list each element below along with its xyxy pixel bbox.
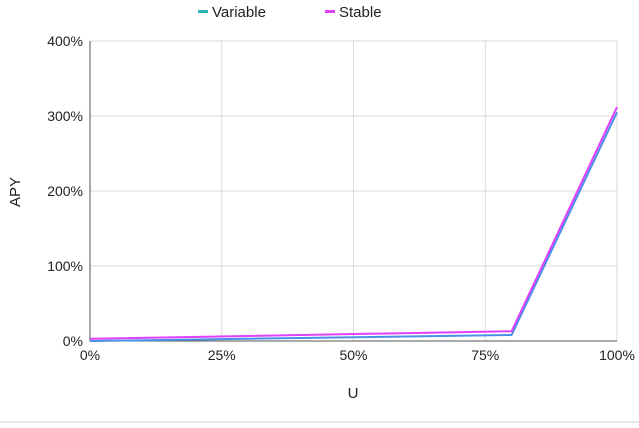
x-tick-label: 50% (339, 347, 367, 363)
x-tick-label: 100% (599, 347, 635, 363)
legend-label-stable: Stable (339, 4, 382, 21)
y-tick-label: 200% (47, 183, 83, 199)
y-tick-label: 300% (47, 108, 83, 124)
y-tick-label: 0% (63, 333, 83, 349)
tick-labels: 0% 100% 200% 300% 400% 0% 25% 50% 75% 100% (47, 33, 635, 363)
y-tick-label: 100% (47, 258, 83, 274)
legend-swatch-variable (198, 10, 208, 13)
series-line-variable (89, 111, 618, 342)
legend: Variable Stable (198, 4, 382, 21)
series-layer (89, 106, 618, 342)
legend-label-variable: Variable (212, 4, 266, 21)
x-tick-label: 25% (208, 347, 236, 363)
y-tick-label: 400% (47, 33, 83, 49)
x-tick-label: 75% (471, 347, 499, 363)
y-axis-title: APY (7, 177, 24, 207)
x-tick-label: 0% (80, 347, 100, 363)
legend-swatch-stable (325, 10, 335, 13)
series-line-stable (89, 106, 618, 340)
bottom-divider (0, 421, 639, 423)
axes (89, 41, 617, 342)
grid (90, 40, 618, 341)
x-axis-title: U (348, 385, 359, 402)
